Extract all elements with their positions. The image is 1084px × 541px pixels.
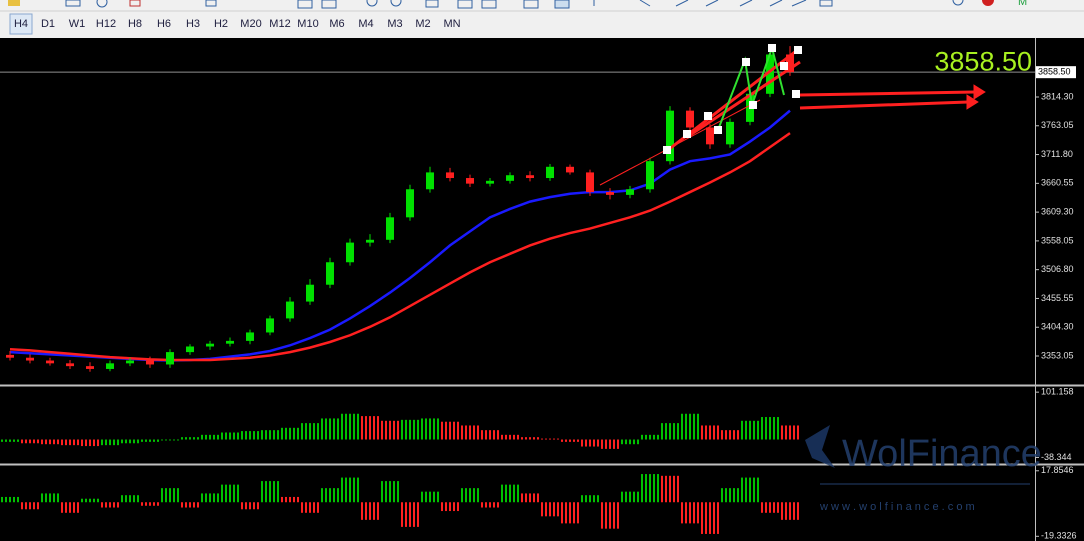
timeframe-button[interactable]: M6 xyxy=(329,18,344,30)
candle-body xyxy=(406,189,414,218)
timeframe-button[interactable]: M4 xyxy=(358,18,373,30)
candle-body xyxy=(386,217,394,240)
timeframe-button[interactable]: H4 xyxy=(14,18,28,30)
y-tick-label: 3506.80 xyxy=(1041,264,1074,274)
active-timeframe[interactable] xyxy=(9,13,33,35)
toolbar xyxy=(0,0,1084,38)
timeframe-button[interactable]: M20 xyxy=(240,18,261,30)
candle-body xyxy=(486,180,494,184)
candle-body xyxy=(146,360,154,365)
candle-body xyxy=(666,110,674,162)
candle-body xyxy=(466,178,474,184)
y-tick-label: 3609.30 xyxy=(1041,206,1074,216)
svg-text:M: M xyxy=(1018,0,1027,8)
candle-body xyxy=(266,318,274,333)
y-tick-label: 3353.05 xyxy=(1041,350,1074,360)
candle-body xyxy=(586,172,594,193)
y-tick-label: 3711.80 xyxy=(1041,149,1073,159)
big-price: 3858.50 xyxy=(934,46,1032,76)
candle-body xyxy=(546,166,554,179)
toolbar-icons: M xyxy=(8,0,1027,9)
y-tick-label: 3763.05 xyxy=(1041,120,1074,130)
timeframe-button[interactable]: M3 xyxy=(387,18,402,30)
timeframe-button[interactable]: M12 xyxy=(269,18,290,30)
candle-body xyxy=(566,166,574,173)
timeframe-button[interactable]: MN xyxy=(443,18,460,30)
watermark-url: w w w . w o l f i n a n c e . c o m xyxy=(819,501,975,513)
timeframe-button[interactable]: H8 xyxy=(128,18,142,30)
candle-body xyxy=(506,175,514,181)
candle-body xyxy=(366,239,374,243)
candle-body xyxy=(526,175,534,179)
timeframe-button[interactable]: M10 xyxy=(297,18,318,30)
candle-body xyxy=(46,360,54,364)
candle-body xyxy=(26,357,34,361)
timeframe-button[interactable]: W1 xyxy=(69,18,86,30)
timeframe-button[interactable]: H2 xyxy=(214,18,228,30)
candle-body xyxy=(606,192,614,195)
candle-body xyxy=(626,189,634,195)
timeframe-button[interactable]: D1 xyxy=(41,18,55,30)
candle-body xyxy=(306,284,314,302)
candle-body xyxy=(186,346,194,353)
price-tag-label: 3858.50 xyxy=(1038,67,1071,77)
moving-average xyxy=(9,132,791,362)
candle-body xyxy=(726,121,734,145)
candle-body xyxy=(706,127,714,145)
candle-body xyxy=(686,110,694,128)
price-tag xyxy=(1036,66,1076,79)
candle-body xyxy=(126,360,134,364)
candle-body xyxy=(246,332,254,341)
candle-body xyxy=(206,343,214,347)
candle-body xyxy=(426,172,434,190)
watermark-brand: WolFinance xyxy=(842,433,1042,475)
annotations xyxy=(599,44,986,186)
candle-body xyxy=(6,354,14,358)
candle-body xyxy=(766,54,774,94)
chart-background xyxy=(0,38,1084,541)
candle-body xyxy=(106,363,114,369)
timeframe-button[interactable]: M2 xyxy=(415,18,430,30)
timeframe-button[interactable]: H12 xyxy=(96,18,116,30)
y-tick-label: 3660.55 xyxy=(1041,178,1074,188)
candle-body xyxy=(326,262,334,285)
candle-body xyxy=(66,363,74,367)
y-tick-label: 3404.30 xyxy=(1041,322,1074,332)
candle-body xyxy=(786,54,794,73)
y-tick-label: 17.8546 xyxy=(1041,465,1074,475)
timeframe-button[interactable]: H3 xyxy=(186,18,200,30)
candle-body xyxy=(86,366,94,369)
y-tick-label: -38.344 xyxy=(1041,452,1072,462)
timeframe-button[interactable]: H6 xyxy=(157,18,171,30)
y-tick-label: 101.158 xyxy=(1041,387,1074,397)
y-tick-label: 3558.05 xyxy=(1041,235,1074,245)
y-tick-label: 3455.55 xyxy=(1041,293,1074,303)
watermark: WolFinance w w w . w o l f i n a n c e .… xyxy=(805,425,1042,513)
candle-body xyxy=(226,340,234,344)
candle-body xyxy=(446,172,454,179)
candle-body xyxy=(346,242,354,263)
candle-body xyxy=(166,352,174,365)
candle-body xyxy=(286,301,294,319)
candle-body xyxy=(646,161,654,190)
y-tick-label: 3814.30 xyxy=(1041,91,1074,101)
y-tick-label: -19.3326 xyxy=(1041,531,1077,541)
